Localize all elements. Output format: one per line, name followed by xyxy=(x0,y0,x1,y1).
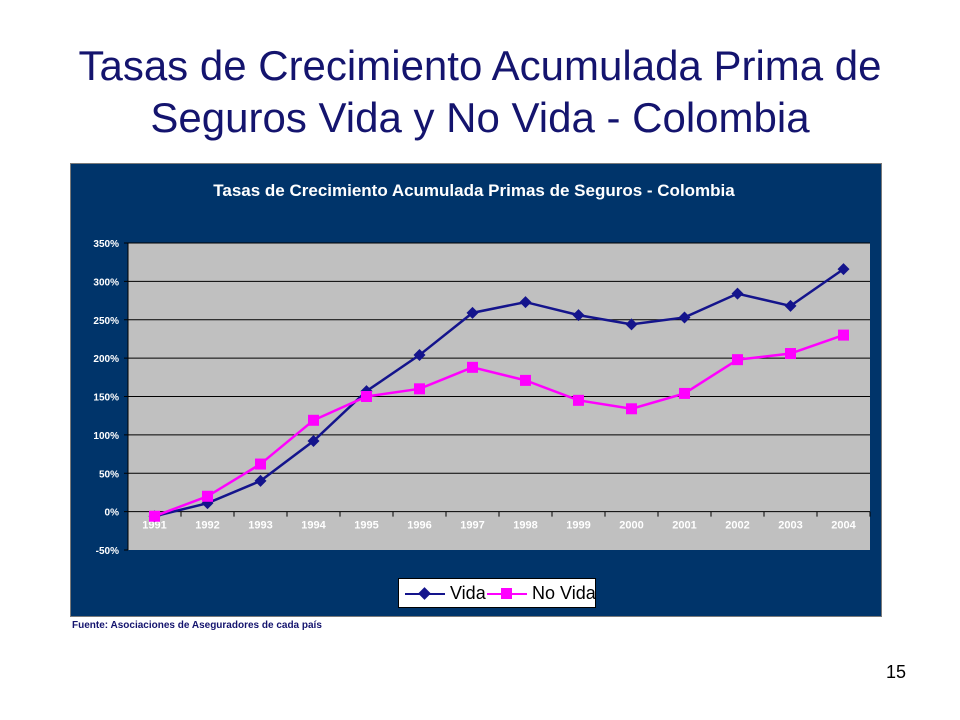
y-tick-label: 350% xyxy=(93,239,119,250)
data-point-vida xyxy=(625,318,638,331)
chart-title: Tasas de Crecimiento Acumulada Primas de… xyxy=(213,181,735,200)
page-number: 15 xyxy=(885,662,906,682)
x-tick-label: 2002 xyxy=(725,520,749,532)
x-tick-label: 1997 xyxy=(460,520,484,532)
legend-square-marker xyxy=(501,588,512,599)
x-tick-label: 2000 xyxy=(619,520,643,532)
series-line-vida xyxy=(154,268,845,518)
data-point-no-vida xyxy=(467,361,478,373)
data-point-no-vida xyxy=(838,329,849,341)
chart-legend: Vida No Vida xyxy=(398,578,596,608)
data-point-vida xyxy=(837,263,850,276)
data-point-no-vida xyxy=(255,458,266,470)
data-point-vida xyxy=(254,474,267,487)
data-point-no-vida xyxy=(626,403,637,415)
data-point-vida xyxy=(413,349,426,362)
legend-label-no-vida: No Vida xyxy=(532,583,596,603)
slide-title-line-1: Tasas de Crecimiento Acumulada Prima de xyxy=(78,42,882,89)
data-point-no-vida xyxy=(361,391,372,402)
data-point-vida xyxy=(519,296,532,309)
data-point-vida xyxy=(572,309,585,322)
x-tick-label: 1991 xyxy=(142,520,166,532)
y-tick-label: -50% xyxy=(96,546,119,557)
legend-diamond-marker xyxy=(418,587,431,600)
y-tick-label: 250% xyxy=(93,316,119,327)
data-point-vida xyxy=(784,299,797,312)
x-tick-label: 2001 xyxy=(672,520,696,532)
legend-label-vida: Vida xyxy=(450,583,486,603)
data-point-no-vida xyxy=(202,490,213,502)
data-point-no-vida xyxy=(732,354,743,366)
x-tick-label: 1998 xyxy=(513,520,537,532)
y-tick-label: 50% xyxy=(99,469,119,480)
y-tick-label: 0% xyxy=(105,508,120,519)
x-tick-label: 1996 xyxy=(407,520,431,532)
x-tick-label: 2004 xyxy=(831,520,856,532)
slide-title: Tasas de Crecimiento Acumulada Prima de … xyxy=(40,40,920,144)
data-point-vida xyxy=(307,435,320,448)
y-tick-label: 200% xyxy=(93,354,119,365)
data-point-no-vida xyxy=(149,510,160,522)
data-point-vida xyxy=(731,287,744,300)
data-point-no-vida xyxy=(785,348,796,360)
x-tick-label: 1992 xyxy=(195,520,219,532)
y-tick-label: 100% xyxy=(93,431,119,442)
source-note: Fuente: Asociaciones de Aseguradores de … xyxy=(72,620,322,631)
y-tick-label: 150% xyxy=(93,393,119,404)
slide-title-line-2: Seguros Vida y No Vida - Colombia xyxy=(150,94,810,141)
x-tick-label: 1995 xyxy=(354,520,378,532)
data-point-no-vida xyxy=(308,414,319,426)
data-point-no-vida xyxy=(679,387,690,399)
data-point-no-vida xyxy=(520,374,531,386)
data-point-vida xyxy=(466,306,479,319)
x-tick-label: 1994 xyxy=(301,520,326,532)
data-point-no-vida xyxy=(414,383,425,395)
x-tick-label: 2003 xyxy=(778,520,802,532)
series-line-no-vida xyxy=(154,333,844,518)
x-tick-label: 1993 xyxy=(248,520,272,532)
data-point-vida xyxy=(678,311,691,324)
x-tick-label: 1999 xyxy=(566,520,590,532)
y-tick-label: 300% xyxy=(93,277,119,288)
data-point-no-vida xyxy=(573,394,584,406)
